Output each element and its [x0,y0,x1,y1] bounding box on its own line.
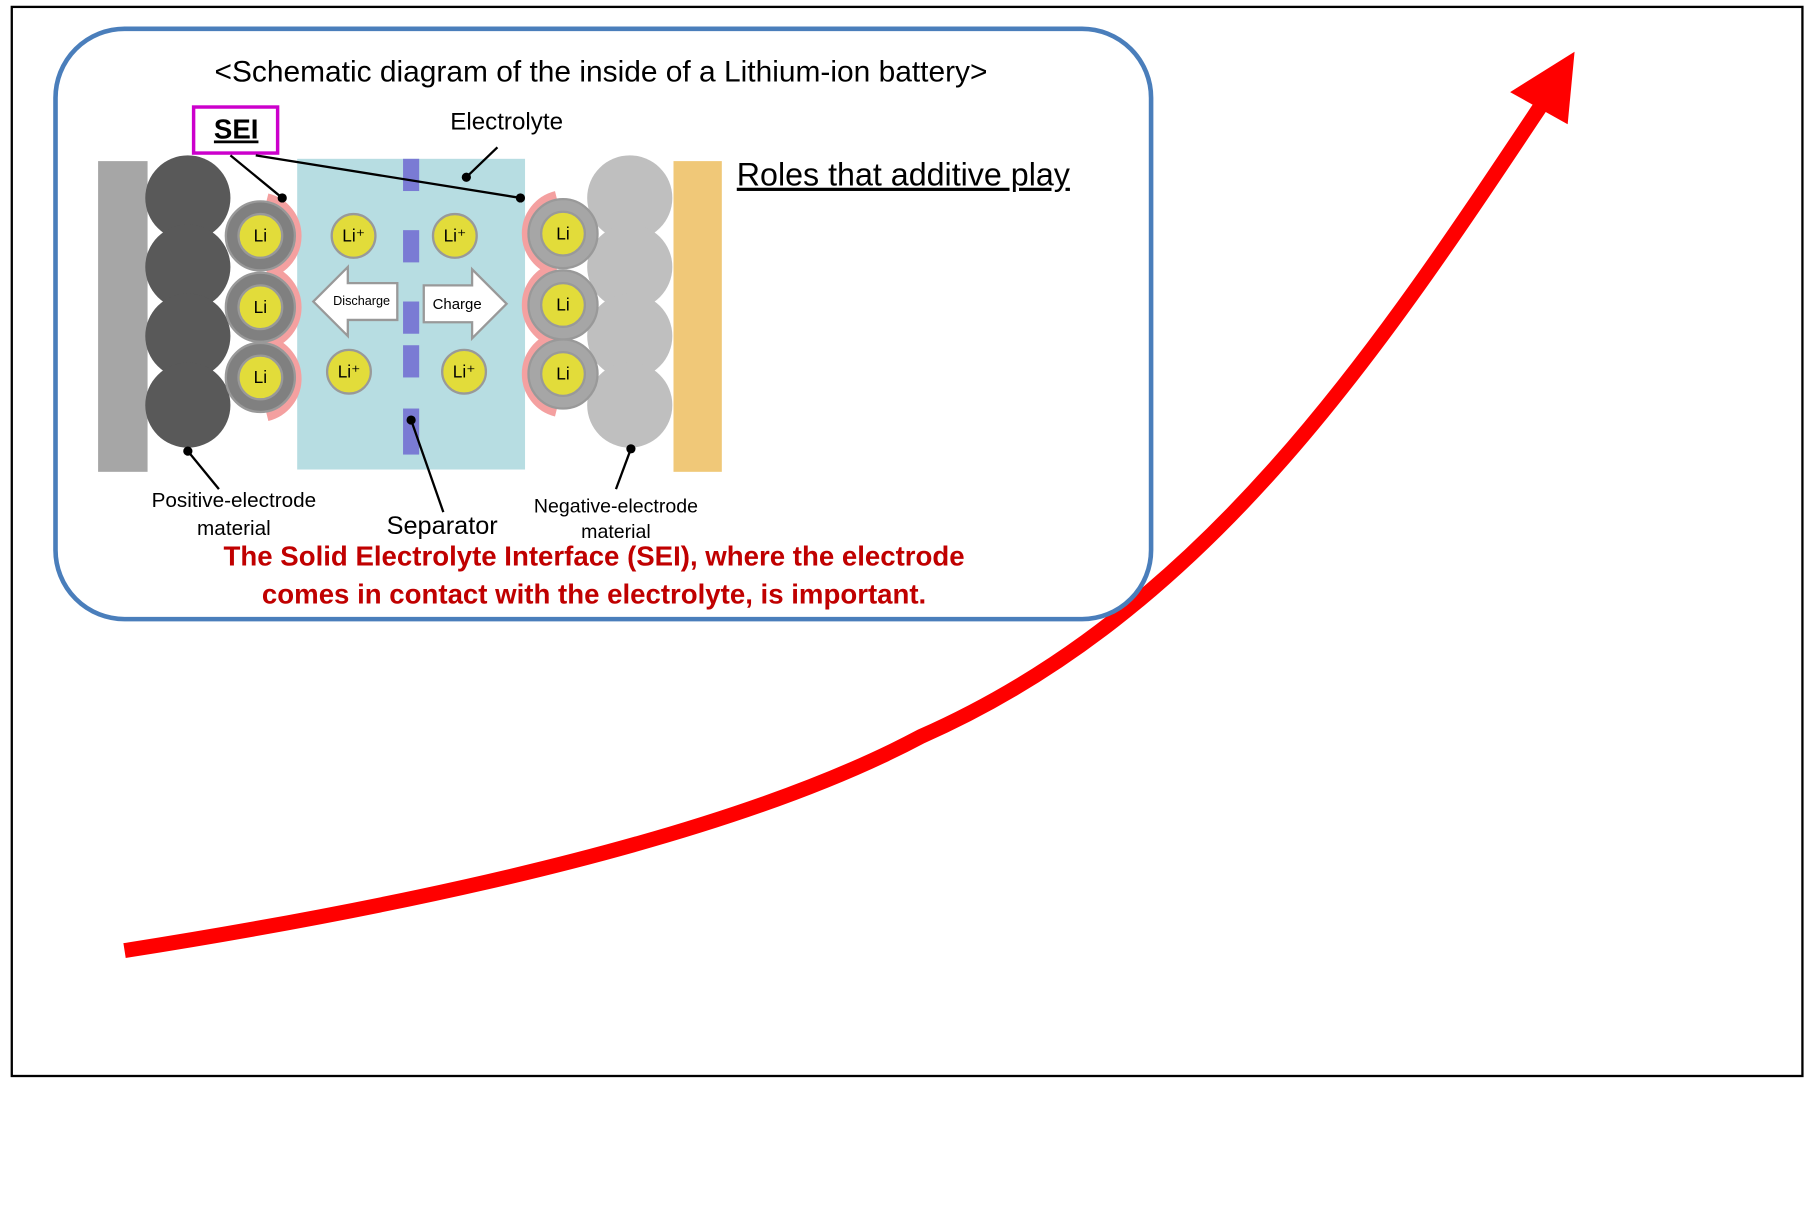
li-ion-label: Li⁺ [453,361,476,381]
li-ion-label: Li⁺ [338,361,361,381]
separator-label: Separator [387,512,498,540]
roles-title: Roles that additive play [737,157,1071,193]
positive-label: material [197,517,271,540]
note-line: comes in contact with the electrolyte, i… [262,578,926,609]
chart: <Schematic diagram of the inside of a Li… [0,0,1805,1221]
li-ion-label: Li⁺ [444,226,467,246]
li-label: Li [556,295,569,315]
note-line: The Solid Electrolyte Interface (SEI), w… [224,540,965,571]
li-label: Li [254,367,267,387]
current-collector [98,161,147,472]
li-label: Li [254,226,267,246]
negative-label: Negative-electrode [534,496,698,518]
current-collector [673,161,721,472]
charge-label: Charge [433,296,482,313]
li-label: Li [556,364,569,384]
li-ion-label: Li⁺ [342,226,365,246]
sei-label: SEI [214,113,259,144]
electrolyte-label: Electrolyte [450,109,563,136]
discharge-label: Discharge [333,294,390,308]
inset: <Schematic diagram of the inside of a Li… [56,29,1152,619]
li-label: Li [254,297,267,317]
inset-title: <Schematic diagram of the inside of a Li… [214,56,987,89]
positive-label: Positive-electrode [152,489,317,512]
li-label: Li [556,223,569,243]
